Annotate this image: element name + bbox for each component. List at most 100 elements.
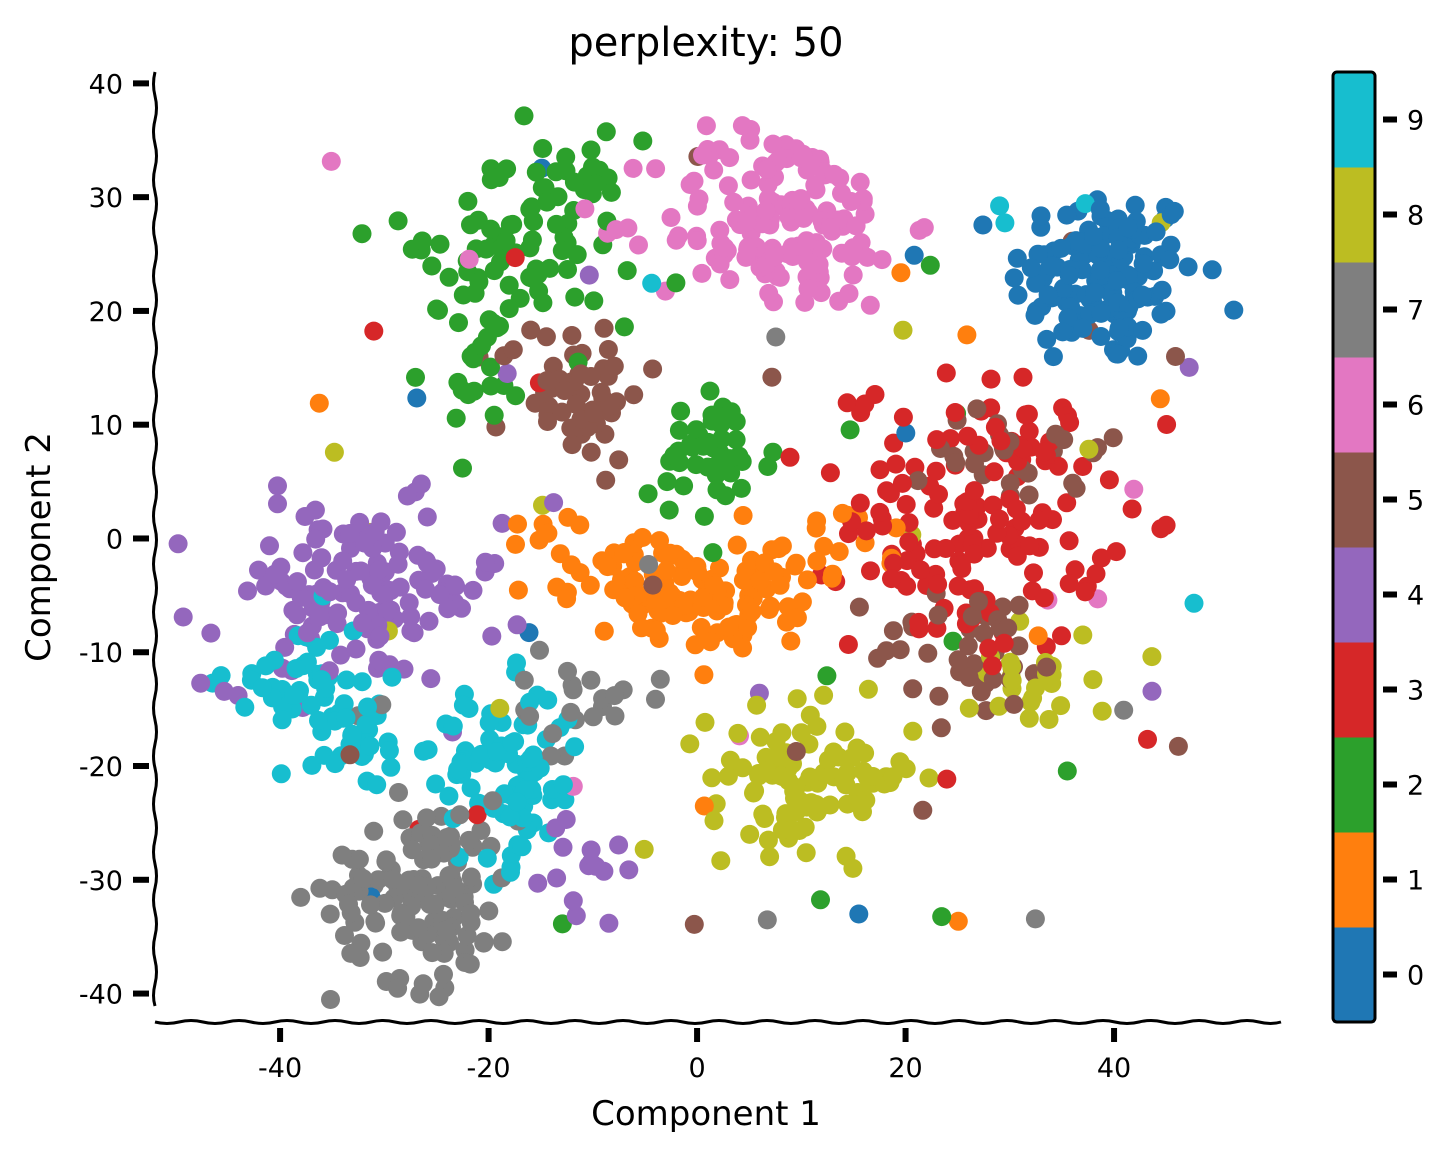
scatter-point-class-0: [1008, 285, 1028, 305]
scatter-point-class-1: [625, 571, 645, 591]
scatter-point-class-3: [990, 509, 1009, 529]
x-tick-label: 40: [1097, 1053, 1131, 1084]
scatter-point-class-4: [497, 364, 517, 383]
scatter-point-class-4: [399, 593, 419, 613]
scatter-point-class-1: [663, 606, 683, 625]
scatter-point-class-8: [718, 766, 738, 786]
scatter-point-class-8: [843, 858, 863, 878]
scatter-point-class-9: [381, 757, 401, 777]
scatter-point-class-2: [581, 140, 601, 160]
scatter-point-class-3: [936, 539, 956, 558]
scatter-point-class-8: [863, 767, 883, 786]
scatter-point-class-2: [920, 255, 940, 275]
scatter-point-class-8: [890, 752, 910, 772]
scatter-point-class-8: [490, 698, 510, 718]
scatter-point-class-2: [522, 268, 542, 288]
scatter-point-class-7: [757, 910, 777, 930]
scatter-point-class-3: [892, 473, 912, 493]
scatter-point-class-3: [937, 769, 957, 789]
scatter-point-class-0: [1202, 260, 1222, 280]
scatter-point-class-3: [897, 576, 917, 596]
scatter-point-class-2: [352, 224, 372, 244]
colorbar-segment-2: [1333, 737, 1375, 833]
scatter-point-class-7: [561, 702, 581, 722]
scatter-point-class-2: [484, 405, 504, 425]
x-tick-label: 20: [888, 1053, 922, 1084]
scatter-point-class-2: [721, 463, 741, 483]
scatter-point-class-4: [401, 621, 421, 641]
scatter-point-class-1: [558, 507, 578, 527]
scatter-point-class-5: [967, 399, 987, 419]
scatter-point-class-4: [390, 577, 410, 597]
scatter-point-class-2: [506, 386, 526, 406]
scatter-point-class-4: [351, 561, 371, 581]
scatter-point-class-1: [797, 570, 817, 590]
scatter-point-class-2: [657, 472, 677, 492]
scatter-point-class-2: [567, 245, 587, 265]
scatter-point-class-6: [623, 158, 643, 178]
scatter-point-class-2: [584, 291, 604, 311]
scatter-point-class-2: [499, 299, 519, 319]
scatter-point-class-2: [430, 234, 450, 254]
scatter-point-class-9: [642, 273, 662, 293]
scatter-point-class-4: [411, 474, 431, 494]
scatter-point-class-3: [838, 635, 858, 654]
scatter-point-class-0: [407, 388, 427, 408]
x-tick-label: -40: [258, 1053, 302, 1084]
scatter-point-class-7: [604, 686, 624, 706]
scatter-point-class-4: [1179, 357, 1199, 377]
scatter-point-class-8: [824, 742, 844, 762]
scatter-point-class-7: [639, 555, 659, 574]
scatter-point-class-3: [982, 656, 1002, 676]
scatter-point-class-7: [450, 805, 470, 825]
scatter-point-class-8: [747, 695, 767, 715]
scatter-point-class-0: [1109, 318, 1129, 338]
scatter-point-class-3: [943, 510, 963, 530]
scatter-point-class-5: [1054, 430, 1074, 450]
scatter-point-class-0: [1021, 258, 1041, 278]
scatter-point-class-5: [998, 618, 1018, 638]
scatter-point-class-4: [340, 524, 360, 543]
scatter-point-class-1: [891, 263, 911, 283]
scatter-point-class-9: [439, 786, 459, 806]
scatter-point-class-5: [624, 385, 644, 405]
scatter-point-class-8: [1079, 439, 1099, 459]
scatter-point-class-1: [615, 588, 635, 608]
scatter-point-class-7: [335, 926, 354, 945]
scatter-point-class-7: [364, 821, 384, 841]
scatter-point-class-7: [1114, 700, 1134, 720]
scatter-points: [168, 106, 1244, 1009]
scatter-point-class-0: [1178, 257, 1198, 277]
scatter-point-class-2: [840, 420, 860, 440]
scatter-point-class-4: [320, 582, 340, 602]
scatter-point-class-5: [609, 450, 629, 470]
scatter-point-class-1: [761, 596, 781, 616]
scatter-point-class-6: [820, 218, 840, 238]
colorbar-segment-4: [1333, 547, 1375, 643]
scatter-point-class-5: [962, 606, 982, 626]
scatter-point-class-4: [579, 265, 599, 285]
scatter-point-class-9: [479, 713, 499, 733]
scatter-point-class-6: [740, 130, 760, 150]
scatter-point-class-0: [1073, 318, 1093, 338]
scatter-point-class-6: [646, 159, 666, 179]
scatter-point-class-8: [847, 738, 867, 758]
scatter-point-class-9: [337, 670, 356, 690]
scatter-point-class-2: [932, 907, 952, 927]
scatter-point-class-2: [726, 430, 746, 450]
scatter-point-class-2: [596, 122, 616, 142]
scatter-point-class-6: [661, 208, 681, 227]
scatter-point-class-3: [1013, 367, 1033, 387]
scatter-point-class-3: [979, 638, 999, 658]
scatter-point-class-9: [235, 697, 255, 717]
scatter-point-class-3: [1091, 548, 1111, 568]
scatter-point-class-4: [168, 534, 188, 554]
scatter-point-class-9: [1075, 194, 1095, 214]
scatter-point-class-2: [469, 272, 489, 292]
scatter-point-class-8: [1083, 670, 1103, 690]
scatter-point-class-3: [882, 569, 901, 589]
scatter-point-class-2: [686, 420, 706, 440]
scatter-point-class-0: [1090, 260, 1110, 280]
scatter-point-class-8: [728, 723, 748, 743]
scatter-point-class-7: [422, 943, 442, 963]
